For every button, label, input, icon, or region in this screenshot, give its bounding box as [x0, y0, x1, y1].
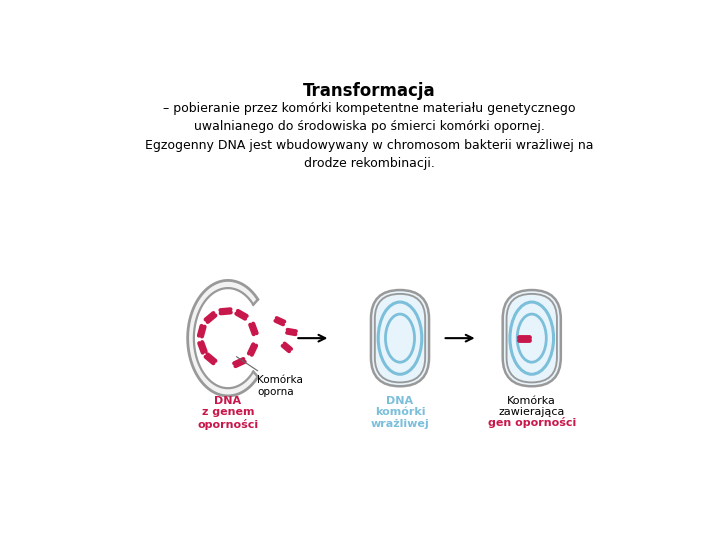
Text: DNA
z genem
oporności: DNA z genem oporności	[197, 395, 258, 430]
FancyBboxPatch shape	[371, 290, 429, 386]
Text: – pobieranie przez komórki kompetentne materiału genetycznego
uwalnianego do śro: – pobieranie przez komórki kompetentne m…	[145, 102, 593, 170]
Text: gen oporności: gen oporności	[487, 417, 576, 428]
FancyBboxPatch shape	[503, 290, 561, 386]
Text: DNA
komórki
wrażliwej: DNA komórki wrażliwej	[371, 395, 429, 429]
Text: Komórka
oporna: Komórka oporna	[236, 356, 303, 397]
Text: Komórka
zawierająca: Komórka zawierająca	[498, 395, 565, 417]
Polygon shape	[188, 280, 258, 396]
Text: Transformacja: Transformacja	[302, 82, 436, 100]
